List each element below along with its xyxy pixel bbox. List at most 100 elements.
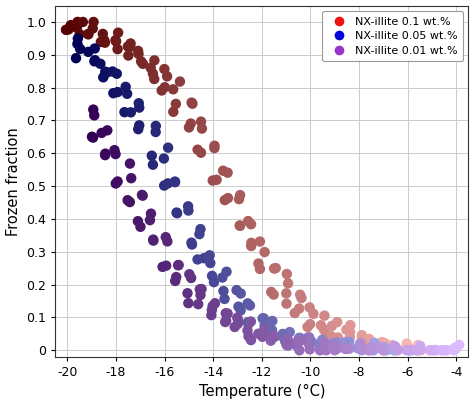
Point bbox=[270, 291, 277, 298]
Point bbox=[267, 335, 275, 342]
Point bbox=[90, 19, 97, 25]
Point bbox=[346, 329, 354, 335]
Point bbox=[296, 347, 303, 354]
Point bbox=[371, 339, 378, 346]
Point bbox=[126, 160, 134, 167]
Point bbox=[267, 337, 274, 344]
Point bbox=[270, 265, 278, 272]
Point bbox=[343, 326, 350, 333]
Point bbox=[164, 145, 172, 151]
Point bbox=[380, 347, 387, 354]
Point bbox=[209, 177, 217, 184]
Point bbox=[91, 112, 98, 119]
Point bbox=[271, 333, 279, 340]
Point bbox=[73, 24, 81, 31]
Point bbox=[284, 342, 292, 349]
Point bbox=[161, 66, 168, 72]
Point bbox=[322, 347, 330, 354]
Point bbox=[219, 274, 226, 281]
Point bbox=[91, 57, 99, 63]
Point bbox=[269, 332, 276, 338]
Point bbox=[390, 346, 398, 352]
Point bbox=[187, 120, 194, 127]
Point bbox=[358, 334, 366, 340]
Point bbox=[452, 346, 459, 352]
Point bbox=[298, 295, 305, 301]
Point bbox=[146, 217, 154, 224]
Point bbox=[137, 224, 144, 230]
Point bbox=[137, 58, 145, 65]
Point bbox=[198, 126, 206, 132]
Point bbox=[356, 340, 364, 346]
Point bbox=[173, 274, 180, 280]
Point bbox=[84, 31, 92, 37]
Point bbox=[381, 340, 389, 346]
Point bbox=[185, 124, 193, 131]
Point bbox=[402, 344, 410, 351]
Point bbox=[128, 175, 135, 181]
Point bbox=[244, 300, 252, 307]
Point bbox=[259, 334, 266, 340]
Point bbox=[456, 341, 463, 348]
Point bbox=[222, 318, 230, 324]
Point bbox=[149, 237, 157, 243]
Point bbox=[169, 86, 177, 92]
Point bbox=[296, 335, 303, 341]
Point bbox=[67, 22, 74, 28]
Point bbox=[356, 343, 364, 349]
Point bbox=[134, 48, 142, 54]
Point bbox=[224, 195, 232, 201]
Point bbox=[122, 83, 129, 90]
Point bbox=[149, 70, 157, 77]
Point bbox=[136, 122, 143, 128]
Point bbox=[171, 178, 179, 185]
Point bbox=[256, 266, 264, 272]
Point bbox=[135, 51, 142, 57]
Point bbox=[152, 129, 159, 135]
Point bbox=[451, 345, 458, 351]
Point bbox=[406, 345, 414, 352]
Point bbox=[244, 327, 251, 334]
Point bbox=[286, 329, 293, 335]
Point bbox=[163, 262, 170, 269]
Point bbox=[235, 303, 242, 310]
Point bbox=[139, 192, 146, 199]
Point bbox=[392, 344, 399, 350]
Point bbox=[261, 321, 269, 327]
Point bbox=[210, 145, 218, 151]
Point bbox=[197, 292, 204, 298]
Point bbox=[417, 347, 425, 354]
Point bbox=[188, 239, 195, 246]
Point bbox=[389, 342, 396, 348]
Point bbox=[359, 345, 366, 352]
Point bbox=[296, 338, 304, 344]
Point bbox=[304, 334, 312, 341]
Point bbox=[391, 344, 398, 350]
Point bbox=[340, 345, 348, 351]
Point bbox=[136, 104, 143, 111]
Point bbox=[164, 180, 172, 187]
Point bbox=[151, 57, 158, 64]
Point bbox=[370, 345, 378, 351]
Point bbox=[306, 321, 314, 327]
Point bbox=[197, 226, 204, 232]
Point bbox=[236, 223, 244, 229]
Point bbox=[450, 347, 457, 354]
Point bbox=[222, 310, 229, 317]
Point bbox=[358, 345, 366, 352]
Point bbox=[76, 46, 84, 52]
Point bbox=[90, 107, 97, 113]
Point bbox=[377, 345, 384, 352]
Point bbox=[331, 347, 338, 354]
Point bbox=[270, 332, 277, 339]
Point bbox=[270, 333, 278, 339]
Point bbox=[124, 43, 132, 50]
Point bbox=[113, 70, 120, 77]
Point bbox=[76, 31, 83, 37]
Point bbox=[358, 347, 366, 354]
Point bbox=[306, 304, 313, 311]
Point bbox=[150, 237, 157, 244]
Point bbox=[160, 182, 168, 189]
Point bbox=[159, 264, 166, 270]
Point bbox=[91, 45, 99, 52]
